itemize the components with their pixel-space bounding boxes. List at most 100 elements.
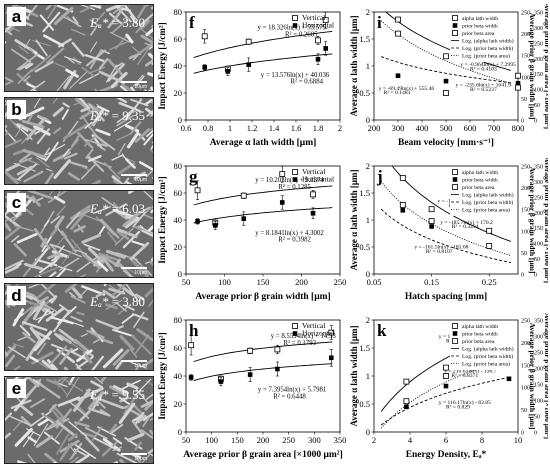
data-point (453, 16, 458, 21)
data-point (400, 175, 405, 180)
data-point (246, 39, 251, 44)
y-axis-label: Impact Energy [J/cm²] (157, 22, 167, 109)
legend-entry: Log. (prior beta area) (462, 207, 510, 214)
y2-tick-label: 50 (521, 97, 527, 103)
y-tick-label: 80 (174, 7, 183, 17)
panel-label: i (377, 13, 382, 32)
data-point (195, 219, 200, 224)
fit-equation: R² = 0.5237 (470, 87, 497, 93)
y3-axis-label: Average prior β grain area [×1000 μm²] (543, 4, 548, 129)
data-point (396, 31, 401, 36)
fit-equation: R² = 0.8107 (426, 249, 453, 255)
data-point (219, 379, 224, 384)
x-tick-label: 350 (334, 435, 346, 445)
y-tick-label: 0 (178, 427, 182, 437)
fit-equation: R² = 0.1793 (284, 340, 317, 347)
x-axis-label: Beam velocity [mm·s⁻¹] (398, 138, 494, 148)
data-point (453, 339, 458, 344)
x-tick-label: 1.4 (269, 123, 280, 133)
data-point (293, 324, 298, 329)
panel-label: e (7, 379, 26, 398)
y2-tick-label: 50 (521, 408, 527, 414)
y-tick-label: 40 (174, 215, 183, 225)
fit-equation: R² = 0.6884 (291, 79, 324, 86)
x-tick-label: 2 (338, 123, 342, 133)
scale-bar (121, 174, 147, 176)
y-tick-label: 20 (174, 399, 183, 409)
scale-bar-label: 10μm (134, 177, 147, 183)
data-point (195, 188, 200, 193)
panel-label: k (377, 321, 387, 340)
legend-entry: prior beta width (462, 332, 498, 338)
legend-entry: Horizontal (302, 329, 334, 338)
y-axis-label: Average α lath width [μm] (349, 170, 359, 271)
y-tick-label: 1.5 (359, 34, 370, 44)
data-point (311, 192, 316, 197)
panel-label: d (7, 286, 26, 305)
legend-entry: Log. (prior beta width) (462, 353, 513, 360)
data-point (329, 356, 334, 361)
scale-bar (121, 453, 147, 455)
data-point (213, 223, 218, 228)
x-tick-label: 10 (514, 435, 523, 445)
x-tick-label: 4 (408, 435, 413, 445)
energy-density-label: Eₐ* = 6.03 (90, 201, 145, 217)
x-tick-label: 0.25 (482, 277, 497, 287)
data-point (404, 379, 409, 384)
y-tick-label: 20 (174, 242, 183, 252)
x-tick-label: 0.8 (203, 123, 214, 133)
data-point (404, 405, 409, 410)
y-axis-label: Average α lath width [μm] (349, 16, 359, 117)
x-tick-label: 8 (480, 435, 484, 445)
legend-entry: prior beta width (462, 178, 498, 184)
scale-bar-label: 10μm (134, 363, 147, 369)
legend-entry: prior beta area (462, 339, 495, 345)
data-point (444, 54, 449, 59)
y3-axis-label: Average prior β grain area [×1000 μm²] (543, 158, 548, 283)
fit-equation: R² = 0.3294 (452, 224, 479, 230)
fit-equation: R² = 0.6448 (273, 393, 306, 400)
data-point (316, 38, 321, 43)
y-axis-label: Impact Energy [J/cm²] (157, 332, 167, 419)
y-tick-label: 0 (178, 115, 182, 125)
data-point (400, 202, 405, 207)
data-point (516, 85, 521, 90)
x-tick-label: 1.6 (291, 123, 302, 133)
y-tick-label: 0 (366, 427, 370, 437)
data-point (453, 177, 458, 182)
x-tick-label: 0.6 (181, 123, 192, 133)
data-point (429, 207, 434, 212)
scale-bar (121, 267, 147, 269)
legend-entry: Log. (alpha lath width) (462, 346, 514, 353)
data-point (275, 347, 280, 352)
y2-tick-label: 0 (521, 273, 524, 279)
data-point (396, 17, 401, 22)
x-tick-label: 150 (257, 277, 270, 287)
x-tick-label: 1.8 (313, 123, 324, 133)
data-point (293, 331, 298, 336)
data-point (280, 200, 285, 205)
y2-tick-label: 0 (521, 431, 524, 437)
legend-entry: alpha lath width (462, 170, 498, 176)
scale-bar-label: 10μm (134, 456, 147, 462)
x-tick-label: 6 (444, 435, 448, 445)
legend-entry: prior beta width (462, 24, 498, 30)
legend-entry: prior beta area (462, 31, 495, 37)
data-point (241, 193, 246, 198)
data-point (311, 211, 316, 216)
data-point (444, 384, 449, 389)
scale-bar (121, 81, 147, 83)
x-tick-label: 50 (182, 277, 191, 287)
y2-axis-label: Average prior β grain width [μm] (528, 13, 537, 120)
y-tick-label: 2 (366, 315, 370, 325)
x-tick-label: 100 (205, 435, 218, 445)
x-axis-label: Average prior β grain width [μm] (195, 292, 330, 302)
x-tick-label: 0.15 (424, 277, 439, 287)
panel-label: f (189, 13, 195, 32)
legend-entry: Horizontal (302, 21, 334, 30)
y-tick-label: 60 (174, 343, 183, 353)
data-point (293, 177, 298, 182)
